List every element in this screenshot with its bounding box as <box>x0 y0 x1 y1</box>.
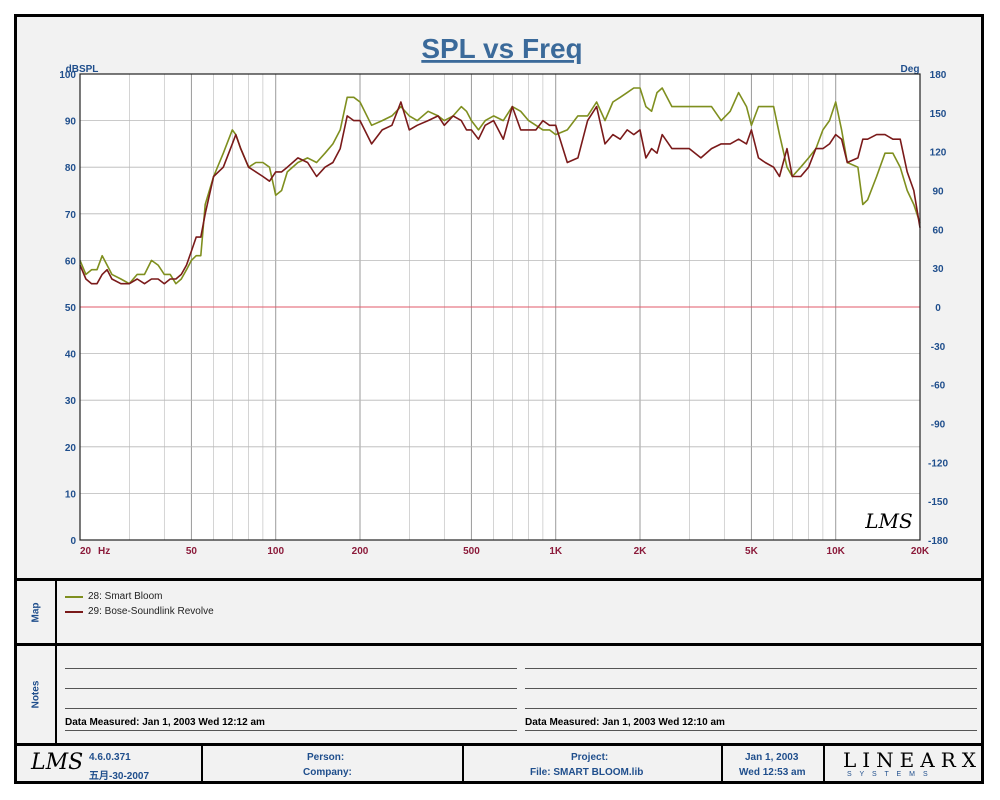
x-tick-label: 2K <box>634 546 648 557</box>
y-tick-label: 10 <box>65 489 77 500</box>
y-axis-left-label: dBSPL <box>66 64 99 75</box>
linearx-logo: LINEARX <box>843 748 983 772</box>
y-tick-label: 40 <box>65 350 77 361</box>
notes-section-label: Notes <box>17 646 57 743</box>
y2-tick-label: 0 <box>935 303 941 314</box>
y-tick-label: 70 <box>65 210 77 221</box>
y2-tick-label: -30 <box>931 342 946 353</box>
note-line <box>65 708 517 709</box>
report-frame: SPL vs Freq dBSPL Deg 0 10 20 30 40 50 60 70 80 9… <box>14 14 984 784</box>
spl-vs-freq-chart: SPL vs Freq dBSPL Deg 0 10 20 30 40 50 60 70 80 9… <box>17 17 981 581</box>
legend-label: 28: Smart Bloom <box>88 591 163 602</box>
x-tick-label: 5K <box>745 546 759 557</box>
divider-line <box>17 578 981 581</box>
divider-line <box>17 743 981 746</box>
y2-tick-label: 180 <box>930 70 947 81</box>
y-tick-label: 0 <box>70 536 76 547</box>
y2-tick-label: -120 <box>928 458 948 469</box>
project-label: Project: <box>571 752 609 763</box>
x-tick-label: 50 <box>186 546 198 557</box>
data-measured-left: Data Measured: Jan 1, 2003 Wed 12:12 am <box>65 717 265 728</box>
series-line-smart-bloom <box>79 87 921 285</box>
y-tick-label: 20 <box>65 443 77 454</box>
x-tick-label: 200 <box>352 546 369 557</box>
tick-labels: 0 10 20 30 40 50 60 70 80 90 100 -180 -150 -120 -90 -60… <box>59 70 948 557</box>
note-line <box>525 708 977 709</box>
company-label: Company: <box>303 767 352 778</box>
legend-swatch-icon <box>65 610 83 613</box>
footer-brand-cell: LINEARX S Y S T E M S <box>825 746 981 784</box>
series-line-bose-soundlink-revolve <box>79 101 921 285</box>
note-line <box>65 730 517 731</box>
y2-tick-label: 120 <box>930 148 947 159</box>
y-tick-label: 30 <box>65 396 77 407</box>
watermark-logo: LMS <box>864 509 912 533</box>
note-line <box>65 668 517 669</box>
notes-label: Notes <box>30 680 42 709</box>
plot-border <box>79 73 921 541</box>
y-tick-label: 60 <box>65 256 77 267</box>
divider-line <box>17 643 981 646</box>
y2-tick-label: -60 <box>931 381 946 392</box>
y2-tick-label: -150 <box>928 497 948 508</box>
y2-tick-label: -90 <box>931 420 946 431</box>
footer-project-cell: Project: File: SMART BLOOM.lib <box>464 746 723 784</box>
build-date-text: 五月-30-2007 <box>89 771 150 782</box>
legend-label: 29: Bose-Soundlink Revolve <box>88 606 214 617</box>
y2-tick-label: 60 <box>932 225 944 236</box>
note-line <box>525 730 977 731</box>
series-lines <box>79 87 921 285</box>
lms-logo: LMS <box>31 750 84 775</box>
map-section-label: Map <box>17 581 57 643</box>
legend-item-smart-bloom: 28: Smart Bloom <box>65 591 162 602</box>
x-tick-label: 1K <box>549 546 563 557</box>
x-tick-label: 20K <box>911 546 930 557</box>
y-tick-label: 50 <box>65 303 77 314</box>
y2-tick-label: 90 <box>932 187 944 198</box>
x-tick-label: 20 <box>80 546 92 557</box>
person-label: Person: <box>307 752 345 763</box>
note-line <box>65 688 517 689</box>
legend-item-bose: 29: Bose-Soundlink Revolve <box>65 606 214 617</box>
x-tick-label: 500 <box>463 546 480 557</box>
footer-person-cell: Person: Company: <box>203 746 464 784</box>
y-tick-label: 80 <box>65 163 77 174</box>
plot-area: SPL vs Freq dBSPL Deg 0 10 20 30 40 50 60 70 80 9… <box>17 17 981 581</box>
footer-date: Jan 1, 2003 <box>745 752 799 763</box>
note-line <box>525 668 977 669</box>
note-line <box>525 688 977 689</box>
footer-time: Wed 12:53 am <box>739 767 806 778</box>
data-measured-right: Data Measured: Jan 1, 2003 Wed 12:10 am <box>525 717 725 728</box>
y-axis-right-label: Deg <box>901 64 920 75</box>
file-label: File: SMART BLOOM.lib <box>530 767 644 778</box>
map-label: Map <box>30 602 42 622</box>
linearx-systems-text: S Y S T E M S <box>847 771 931 778</box>
x-unit-label: Hz <box>98 546 110 557</box>
y-tick-label: 100 <box>59 70 76 81</box>
chart-title: SPL vs Freq <box>421 33 582 64</box>
legend-swatch-icon <box>65 595 83 598</box>
footer-date-cell: Jan 1, 2003 Wed 12:53 am <box>723 746 825 784</box>
y2-tick-label: -180 <box>928 536 948 547</box>
version-text: 4.6.0.371 <box>89 752 131 763</box>
y2-tick-label: 30 <box>932 264 944 275</box>
y2-tick-label: 150 <box>930 109 947 120</box>
y-tick-label: 90 <box>65 117 77 128</box>
footer-version-cell: LMS 4.6.0.371 五月-30-2007 <box>17 746 203 784</box>
x-tick-label: 100 <box>267 546 284 557</box>
x-tick-label: 10K <box>827 546 846 557</box>
